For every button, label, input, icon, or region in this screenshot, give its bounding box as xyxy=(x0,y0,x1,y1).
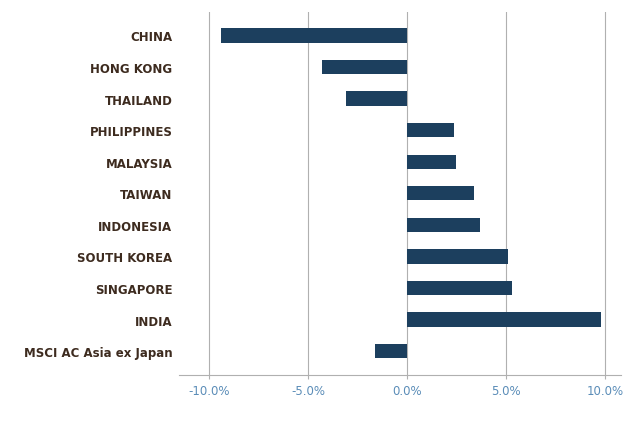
Bar xyxy=(407,250,508,264)
Bar xyxy=(407,218,480,233)
Bar xyxy=(346,92,407,106)
Bar xyxy=(375,344,407,358)
Bar xyxy=(221,29,407,43)
Bar xyxy=(322,61,407,75)
Bar xyxy=(407,281,512,295)
Bar xyxy=(407,155,456,170)
Bar xyxy=(407,187,474,201)
Bar xyxy=(407,313,601,327)
Bar xyxy=(407,124,454,138)
